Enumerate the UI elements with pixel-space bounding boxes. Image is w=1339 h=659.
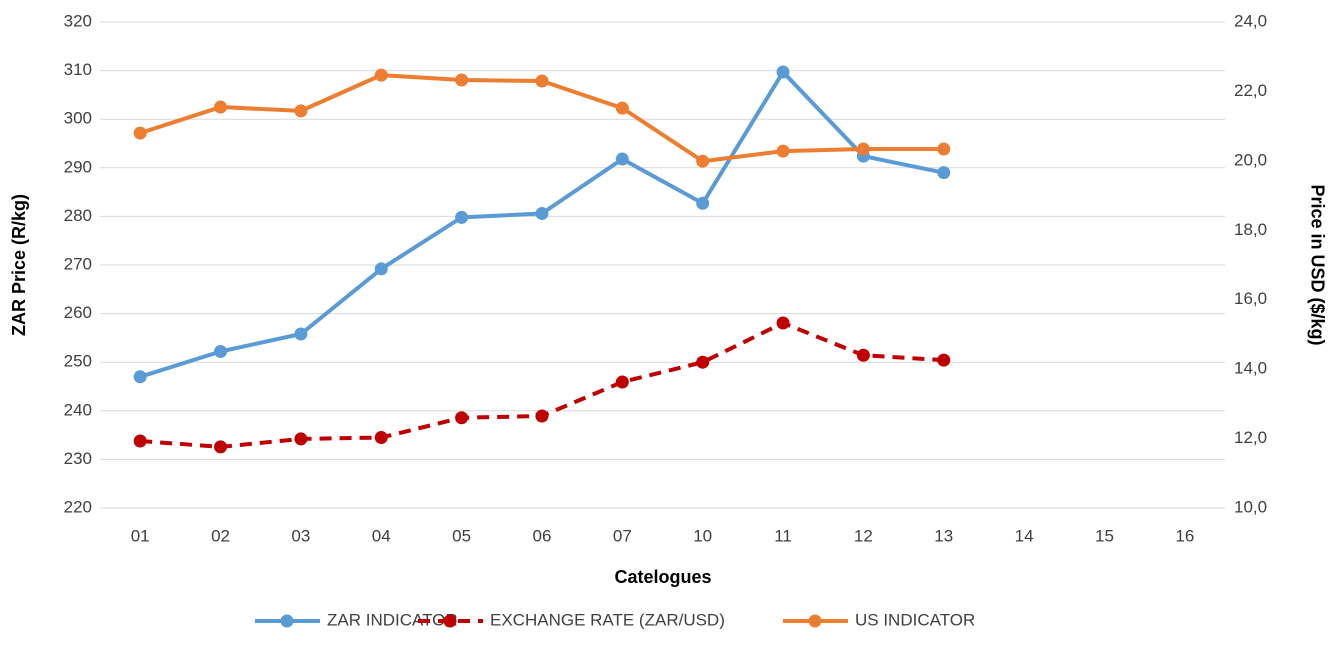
x-tick-label: 16 [1175,526,1194,545]
x-tick-label: 02 [211,526,230,545]
y-tick-label: 250 [64,352,92,371]
marker [937,353,951,367]
marker [535,409,549,423]
x-axis-title: Catelogues [614,567,711,587]
marker [696,355,710,369]
marker [696,154,710,168]
marker [455,411,469,425]
y-tick-label: 240 [64,400,92,419]
x-tick-label: 07 [613,526,632,545]
x-tick-label: 05 [452,526,471,545]
marker [856,348,870,362]
y2-tick-label: 14,0 [1234,359,1267,378]
marker [133,434,147,448]
marker [133,126,147,140]
marker [294,327,308,341]
legend-label: ZAR INDICATOR [327,610,458,629]
x-tick-label: 10 [693,526,712,545]
y2-tick-label: 20,0 [1234,150,1267,169]
marker [615,101,629,115]
marker [535,74,549,88]
marker [937,166,951,180]
legend-label: US INDICATOR [855,610,975,629]
x-tick-label: 06 [533,526,552,545]
series-line [139,73,944,164]
marker [776,316,790,330]
marker [776,144,790,158]
marker [294,104,308,118]
marker [455,73,469,87]
marker [214,100,228,114]
y2-axis-title: Price in USD ($/kg) [1307,184,1327,345]
y-tick-label: 290 [64,157,92,176]
x-tick-label: 04 [372,526,391,545]
y-tick-label: 230 [64,449,92,468]
legend-marker [443,614,457,628]
marker [374,262,388,276]
y2-tick-label: 22,0 [1234,81,1267,100]
marker [374,431,388,445]
legend-label: EXCHANGE RATE (ZAR/USD) [490,610,725,629]
series-line [139,70,945,379]
y-tick-label: 320 [64,11,92,30]
y-tick-label: 310 [64,60,92,79]
marker [856,142,870,156]
y2-tick-label: 24,0 [1234,11,1267,30]
y2-tick-label: 12,0 [1234,428,1267,447]
marker [294,432,308,446]
x-tick-label: 11 [774,526,792,545]
marker [214,345,228,359]
y-tick-label: 260 [64,303,92,322]
x-tick-label: 12 [854,526,873,545]
marker [776,65,790,79]
x-tick-label: 14 [1015,526,1034,545]
marker [615,152,629,166]
marker [214,440,228,454]
y2-tick-label: 10,0 [1234,497,1267,516]
y-tick-label: 280 [64,206,92,225]
y2-tick-label: 18,0 [1234,220,1267,239]
marker [696,196,710,210]
marker [374,68,388,82]
x-tick-label: 01 [131,526,150,545]
marker [937,142,951,156]
marker [615,375,629,389]
y2-tick-label: 16,0 [1234,289,1267,308]
x-tick-label: 03 [291,526,310,545]
y-tick-label: 220 [64,497,92,516]
y-axis-title: ZAR Price (R/kg) [9,194,29,336]
marker [455,210,469,224]
y-tick-label: 270 [64,254,92,273]
legend-marker [808,614,822,628]
marker [133,370,147,384]
marker [535,206,549,220]
x-tick-label: 15 [1095,526,1114,545]
y-tick-label: 300 [64,109,92,128]
legend-marker [280,614,294,628]
x-tick-label: 13 [934,526,953,545]
